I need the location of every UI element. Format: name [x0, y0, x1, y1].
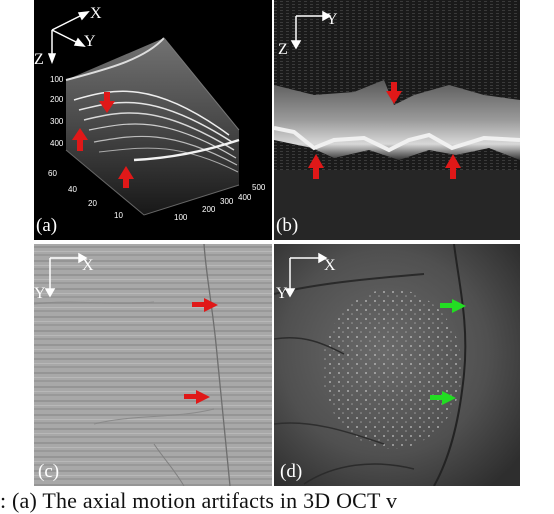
enface-image [34, 244, 272, 486]
z-tick: 300 [50, 117, 64, 126]
red-arrow-icon [99, 92, 115, 113]
x-tick: 200 [202, 205, 216, 214]
red-arrow-icon [386, 82, 402, 104]
panel-a-3d-volume: X Y Z 100 200 300 400 60 40 20 10 100 20… [34, 0, 272, 240]
panel-a-label: (a) [36, 215, 58, 236]
axis-z-label: Z [34, 51, 44, 68]
red-arrow-icon [192, 298, 218, 312]
y-tick: 60 [48, 169, 57, 178]
panel-d-label: (d) [280, 461, 303, 482]
panel-d-fundus: X Y (d) [274, 244, 520, 486]
x-tick: 100 [174, 213, 188, 222]
y-tick: 40 [68, 185, 77, 194]
axis-gizmo [47, 11, 90, 65]
green-arrow-icons [430, 299, 466, 405]
z-tick: 200 [50, 95, 64, 104]
axis-x-label: X [324, 257, 336, 274]
y-tick: 10 [114, 211, 123, 220]
green-arrow-icon [430, 391, 456, 405]
red-arrow-icons [308, 82, 461, 179]
fundus-image [274, 244, 520, 486]
red-arrow-icon [445, 154, 461, 179]
red-arrow-icon [184, 390, 210, 404]
x-tick: 300 [220, 197, 234, 206]
figure-caption: : (a) The axial motion artifacts in 3D O… [0, 488, 398, 513]
axis-gizmo [284, 252, 328, 298]
axis-y-label: Y [84, 33, 96, 50]
red-arrow-icons [184, 298, 218, 404]
bscan-image [274, 0, 520, 240]
z-tick: 400 [50, 139, 64, 148]
y-tick: 20 [88, 199, 97, 208]
panel-b-label: (b) [276, 215, 299, 236]
axis-y-label: Y [34, 285, 46, 302]
x-tick: 500 [252, 183, 266, 192]
axis-z-label: Z [278, 41, 288, 58]
axis-y-label: Y [326, 11, 338, 28]
axis-x-label: X [82, 257, 94, 274]
panel-c-enface-oct: X Y (c) [34, 244, 272, 486]
axis-y-label: Y [276, 285, 288, 302]
red-arrow-icon [308, 154, 324, 179]
axis-x-label: X [90, 5, 102, 22]
panel-b-bscan: Y Z (b) [274, 0, 520, 240]
green-arrow-icon [440, 299, 466, 313]
red-arrow-icon [72, 128, 88, 151]
axis-gizmo [44, 252, 88, 298]
axis-gizmo [290, 10, 332, 50]
z-tick: 100 [50, 75, 64, 84]
volume-render [47, 11, 240, 216]
panel-c-label: (c) [38, 461, 60, 482]
x-tick: 400 [238, 193, 252, 202]
red-arrow-icons [72, 92, 134, 188]
red-arrow-icon [118, 166, 134, 188]
